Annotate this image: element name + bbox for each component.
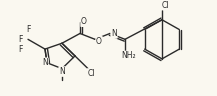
Text: Cl: Cl (87, 69, 95, 78)
Text: F: F (19, 45, 23, 54)
Text: N: N (42, 58, 48, 67)
Text: O: O (96, 37, 102, 46)
Text: F: F (19, 35, 23, 44)
Text: Cl: Cl (161, 1, 169, 10)
Text: N: N (59, 67, 65, 76)
Text: N: N (111, 29, 117, 38)
Text: F: F (27, 25, 31, 34)
Text: NH₂: NH₂ (122, 51, 136, 60)
Text: O: O (81, 17, 87, 26)
